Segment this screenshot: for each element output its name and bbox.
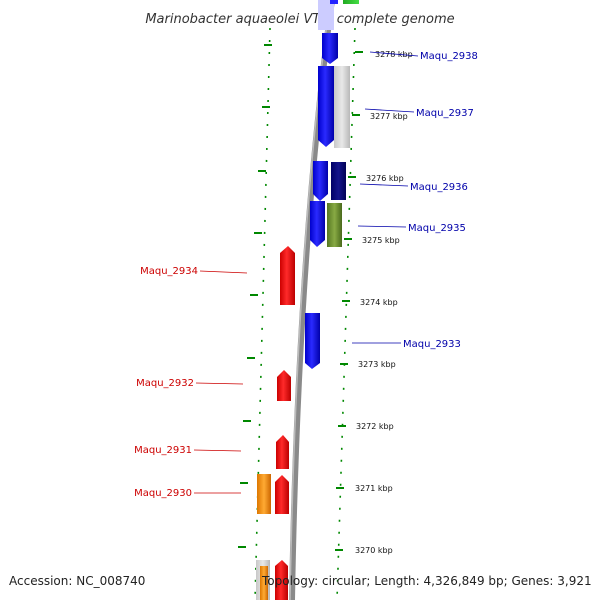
outer-major-ticks [335,51,363,551]
gene-label-maqu-2937[interactable]: Maqu_2937 [416,108,474,119]
gene-maqu-2938-arrow [322,33,338,64]
gene-label-maqu-2933[interactable]: Maqu_2933 [403,339,461,350]
gene-label-leader [357,225,407,228]
gene-label-maqu-2930[interactable]: Maqu_2930 [134,488,192,499]
gene-partial-top-green [343,0,359,4]
gene-maqu-2930-arrow [275,475,289,514]
kbp-label: 3270 kbp [355,546,393,555]
kbp-label: 3276 kbp [366,174,404,183]
gene-label-leader [199,270,248,274]
gene-label-leader [359,183,409,187]
gene-label-maqu-2936[interactable]: Maqu_2936 [410,182,468,193]
gene-maqu-2931-arrow [276,435,289,469]
accession-text: Accession: NC_008740 [9,574,146,588]
gene-label-maqu-2938[interactable]: Maqu_2938 [420,51,478,62]
gene-partial-top-lavender [318,0,334,30]
kbp-label: 3274 kbp [360,298,398,307]
gene-grey-feature [334,66,350,148]
gene-label-leader [193,449,242,452]
kbp-label: 3278 kbp [375,50,413,59]
gene-partial-bottom-orange [260,566,268,600]
gene-maqu-2932-arrow [277,370,291,401]
gene-label-leader [369,51,419,57]
reverse-gene-labels[interactable]: Maqu_2938 Maqu_2937 Maqu_2936 Maqu_2935 … [352,51,478,350]
gene-maqu-2934-arrow [280,246,295,305]
kbp-labels: 3278 kbp 3277 kbp 3276 kbp 3275 kbp 3274… [355,50,413,555]
gene-maqu-2933-arrow [305,313,320,369]
gene-label-maqu-2935[interactable]: Maqu_2935 [408,223,466,234]
gene-partial-bottom-red [275,560,288,600]
kbp-label: 3277 kbp [370,112,408,121]
kbp-label: 3271 kbp [355,484,393,493]
gene-maqu-2937-arrow [318,66,334,147]
forward-gene-labels[interactable]: Maqu_2934 Maqu_2932 Maqu_2931 Maqu_2930 [134,266,248,499]
genome-summary-text: Topology: circular; Length: 4,326,849 bp… [262,574,592,588]
gene-label-maqu-2934[interactable]: Maqu_2934 [140,266,198,277]
map-title: Marinobacter aquaeolei VT8, complete gen… [145,12,454,27]
kbp-label: 3275 kbp [362,236,400,245]
gene-maqu-2935-arrow [310,201,325,247]
inner-major-ticks [238,44,272,548]
kbp-label: 3272 kbp [356,422,394,431]
gene-maqu-2936-arrow [313,161,328,201]
gene-orange-feature [257,474,271,514]
gene-label-leader [195,382,244,385]
kbp-label: 3273 kbp [358,360,396,369]
gene-label-maqu-2931[interactable]: Maqu_2931 [134,445,192,456]
gene-olive-feature [327,203,342,247]
inner-tick-ring [254,27,271,600]
gene-label-leader [364,108,415,113]
gene-label-maqu-2932[interactable]: Maqu_2932 [136,378,194,389]
gene-partial-top-blue [330,0,338,4]
gene-navy-feature [331,162,346,200]
